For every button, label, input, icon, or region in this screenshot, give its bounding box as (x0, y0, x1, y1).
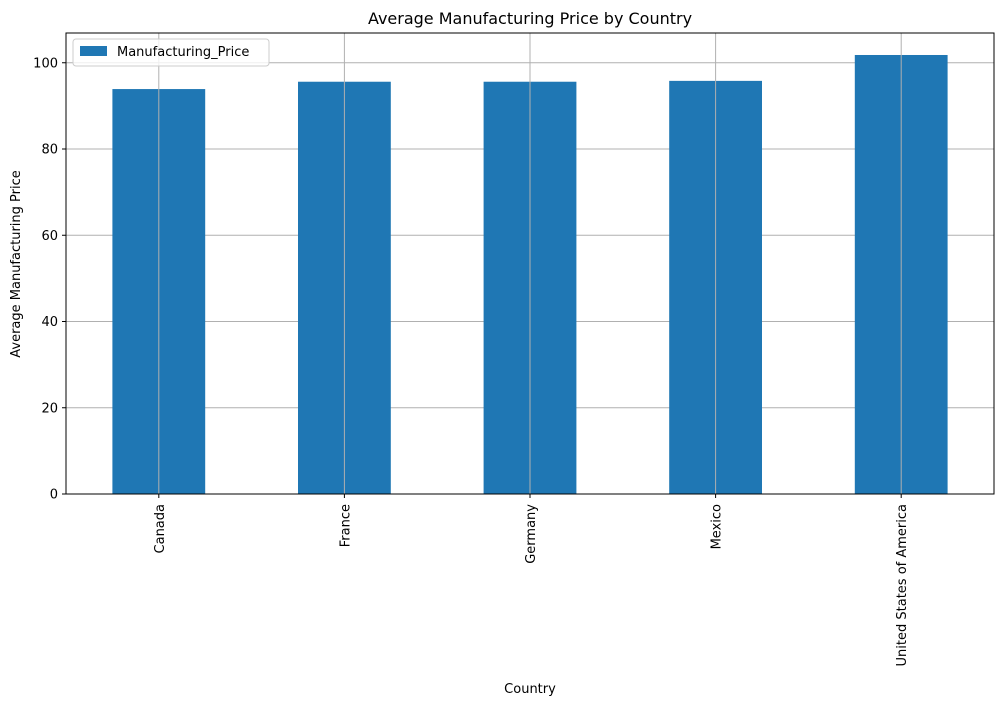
x-tick-label: France (338, 504, 353, 547)
legend-swatch (80, 46, 107, 56)
x-axis-ticks: Canada France Germany Mexico United States o… (153, 494, 910, 666)
chart-title: Average Manufacturing Price by Country (368, 9, 692, 28)
legend: Manufacturing_Price (72, 38, 270, 67)
y-tick-label: 60 (41, 229, 58, 244)
x-tick-label: Mexico (710, 504, 725, 549)
y-tick-label: 20 (41, 401, 58, 416)
x-tick-label: Canada (153, 504, 168, 553)
x-tick-label: United States of America (895, 504, 910, 666)
y-tick-label: 0 (50, 488, 58, 503)
y-axis-label: Average Manufacturing Price (9, 170, 24, 358)
y-tick-label: 40 (41, 315, 58, 330)
x-tick-label: Germany (524, 504, 539, 564)
x-axis-label: Country (504, 682, 556, 697)
y-tick-label: 100 (33, 56, 58, 71)
legend-box (72, 38, 270, 67)
y-tick-label: 80 (41, 143, 58, 158)
legend-label: Manufacturing_Price (117, 45, 249, 60)
y-axis-ticks: 0 20 40 60 80 100 (33, 56, 66, 503)
vertical-grid-lines (158, 33, 902, 494)
